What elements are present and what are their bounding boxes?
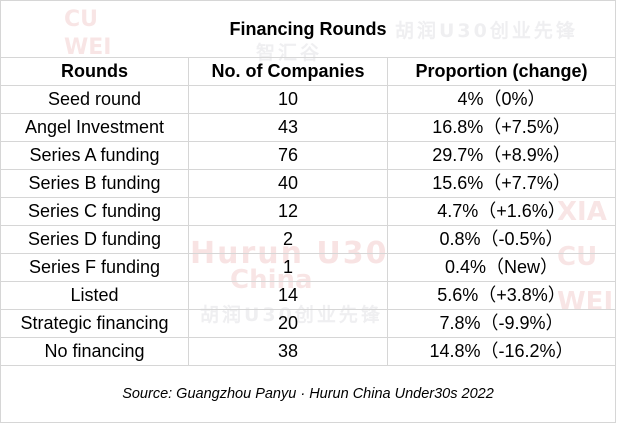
companies-cell[interactable]: 76 (188, 141, 388, 170)
round-cell[interactable]: Series F funding (0, 253, 189, 282)
round-cell[interactable]: No financing (0, 337, 189, 366)
table-row: No financing 38 14.8%（-16.2%） (0, 337, 616, 366)
round-cell[interactable]: Series C funding (0, 197, 189, 226)
proportion-cell[interactable]: 29.7%（+8.9%） (387, 141, 616, 170)
round-cell[interactable]: Series B funding (0, 169, 189, 198)
round-cell[interactable]: Angel Investment (0, 113, 189, 142)
header-proportion[interactable]: Proportion (change) (387, 57, 616, 86)
round-cell[interactable]: Series A funding (0, 141, 189, 170)
proportion-cell[interactable]: 0.8%（-0.5%） (387, 225, 616, 254)
table-row: Listed 14 5.6%（+3.8%） (0, 281, 616, 310)
round-cell[interactable]: Strategic financing (0, 309, 189, 338)
companies-cell[interactable]: 10 (188, 85, 388, 114)
proportion-cell[interactable]: 4%（0%） (387, 85, 616, 114)
companies-cell[interactable]: 2 (188, 225, 388, 254)
table-row: Series D funding 2 0.8%（-0.5%） (0, 225, 616, 254)
header-companies[interactable]: No. of Companies (188, 57, 388, 86)
companies-cell[interactable]: 40 (188, 169, 388, 198)
table-row: Strategic financing 20 7.8%（-9.9%） (0, 309, 616, 338)
proportion-cell[interactable]: 15.6%（+7.7%） (387, 169, 616, 198)
header-row: Rounds No. of Companies Proportion (chan… (0, 57, 616, 86)
proportion-cell[interactable]: 16.8%（+7.5%） (387, 113, 616, 142)
companies-cell[interactable]: 20 (188, 309, 388, 338)
table-row: Series A funding 76 29.7%（+8.9%） (0, 141, 616, 170)
companies-cell[interactable]: 38 (188, 337, 388, 366)
companies-cell[interactable]: 43 (188, 113, 388, 142)
table-row: Series C funding 12 4.7%（+1.6%） (0, 197, 616, 226)
source-note[interactable]: Source: Guangzhou Panyu · Hurun China Un… (0, 365, 616, 423)
round-cell[interactable]: Seed round (0, 85, 189, 114)
proportion-cell[interactable]: 7.8%（-9.9%） (387, 309, 616, 338)
table-title[interactable]: Financing Rounds (0, 0, 616, 58)
companies-cell[interactable]: 1 (188, 253, 388, 282)
round-cell[interactable]: Series D funding (0, 225, 189, 254)
proportion-cell[interactable]: 0.4%（New） (387, 253, 616, 282)
proportion-cell[interactable]: 4.7%（+1.6%） (387, 197, 616, 226)
proportion-cell[interactable]: 5.6%（+3.8%） (387, 281, 616, 310)
header-rounds[interactable]: Rounds (0, 57, 189, 86)
table-row: Series B funding 40 15.6%（+7.7%） (0, 169, 616, 198)
round-cell[interactable]: Listed (0, 281, 189, 310)
proportion-cell[interactable]: 14.8%（-16.2%） (387, 337, 616, 366)
table-row: Seed round 10 4%（0%） (0, 85, 616, 114)
table-row: Angel Investment 43 16.8%（+7.5%） (0, 113, 616, 142)
companies-cell[interactable]: 14 (188, 281, 388, 310)
table-row: Series F funding 1 0.4%（New） (0, 253, 616, 282)
companies-cell[interactable]: 12 (188, 197, 388, 226)
